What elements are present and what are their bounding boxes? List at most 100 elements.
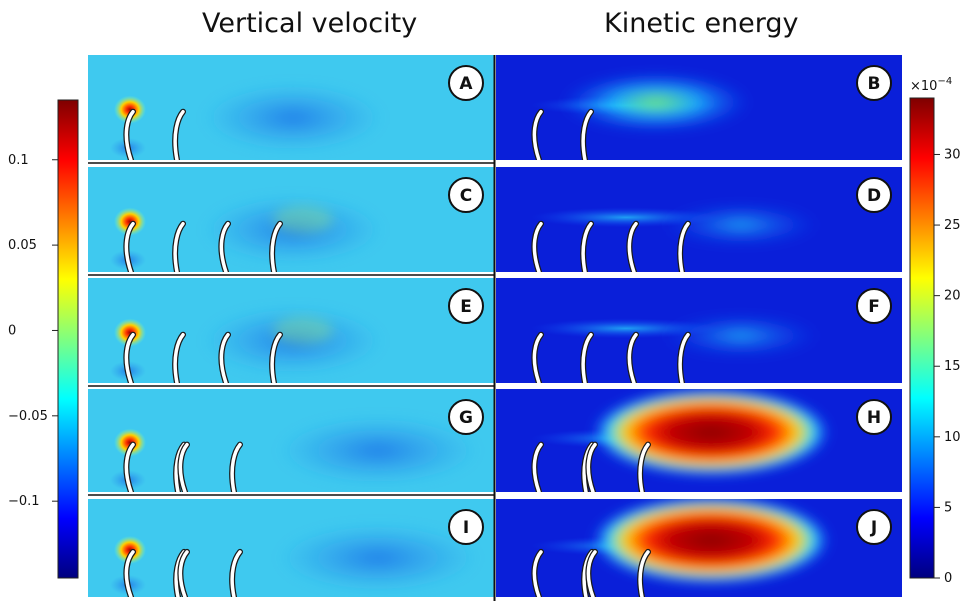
velocity-tick-label: −0.1 [8,494,40,509]
velocity-wake [203,83,383,152]
fiber [627,332,638,383]
fiber [678,332,690,383]
panel-label-e: E [448,288,484,324]
panel-label-circle [856,288,892,324]
fiber [178,550,189,597]
panel-label-f: F [856,288,892,324]
fiber [638,550,650,597]
velocity-hotspot [114,207,146,236]
fiber [173,332,185,383]
panel-label-circle [856,65,892,101]
fiber [124,550,135,597]
energy-colorbar-multiplier: ×10−4 [910,76,952,94]
energy-tick-label: 25 [944,218,961,233]
velocity-tick-label: 0 [8,323,16,338]
fiber [581,221,593,272]
panel-label-text: E [460,297,472,317]
velocity-hotspot [114,318,146,347]
panel-label-text: G [459,408,473,428]
fiber [124,442,135,492]
energy-colorbar-gradient [909,97,935,579]
energy-turbulent-wake [591,389,831,477]
fiber [230,550,242,597]
panel-label-j: J [856,509,892,545]
energy-tick-label: 20 [944,289,961,304]
energy-tick-label: 15 [944,359,961,374]
kinetic-energy-title: Kinetic energy [604,8,799,39]
panel-c [88,167,494,272]
energy-tick-label: 10 [944,430,961,445]
panel-label-circle [856,177,892,213]
velocity-hotspot [114,95,146,124]
fiber [532,109,543,160]
fiber [124,109,135,160]
panel-label-circle [448,399,484,435]
panel-d [496,167,902,272]
panel-label-circle [448,65,484,101]
panel-label-a: A [448,65,484,101]
velocity-wake [278,416,478,485]
panel-label-h: H [856,399,892,435]
velocity-hotspot [114,428,146,457]
panel-label-text: A [459,74,473,94]
fiber [270,221,282,272]
fiber [581,109,593,160]
energy-colorbar: 30 25 20 15 10 5 0 ×10−4 [909,76,961,586]
fiber [230,442,242,492]
velocity-wake [278,523,478,592]
velocity-warm-streak [273,316,333,345]
fiber [124,332,135,383]
panel-e [88,278,494,383]
fiber [532,332,543,383]
energy-wake [561,72,751,133]
panel-label-text: B [868,74,881,94]
panel-j [496,499,902,597]
fiber [173,221,185,272]
vertical-velocity-title: Vertical velocity [202,8,418,39]
panel-b [496,55,902,160]
fiber [586,550,597,597]
energy-tick-label: 0 [944,571,952,586]
velocity-colorbar-gradient [57,99,79,579]
energy-turbulent-wake [591,499,831,585]
panel-label-text: H [867,408,881,428]
panel-label-i: I [448,509,484,545]
panel-label-text: D [867,186,881,206]
fiber [532,550,543,597]
velocity-hotspot [114,535,146,564]
panel-a [88,55,494,160]
panel-label-circle [448,509,484,545]
energy-wake [661,313,821,358]
fiber [219,332,230,383]
panel-label-circle [856,399,892,435]
fiber [173,109,185,160]
panel-label-circle [448,177,484,213]
fiber [270,332,282,383]
fiber [532,221,543,272]
velocity-warm-streak [273,205,333,234]
panel-g [88,389,494,492]
panel-i [88,499,494,597]
energy-tick-label: 30 [944,147,961,162]
panel-label-text: I [463,518,469,538]
fiber [627,221,638,272]
velocity-tick-label: 0.05 [8,238,37,253]
panel-label-g: G [448,399,484,435]
energy-tick-label: 5 [944,500,952,515]
panel-label-text: F [868,297,880,317]
fiber [678,221,690,272]
fiber [638,442,650,492]
fiber [178,442,189,492]
panel-label-b: B [856,65,892,101]
fiber [581,332,593,383]
velocity-tick-label: 0.1 [8,153,29,168]
velocity-colorbar: 0.1 0.05 0 −0.05 −0.1 [8,99,79,579]
panel-label-circle [448,288,484,324]
fiber [586,442,597,492]
fiber [532,442,543,492]
panel-label-circle [856,509,892,545]
panel-label-text: J [870,518,877,538]
fiber [219,221,230,272]
velocity-tick-label: −0.05 [8,409,48,424]
